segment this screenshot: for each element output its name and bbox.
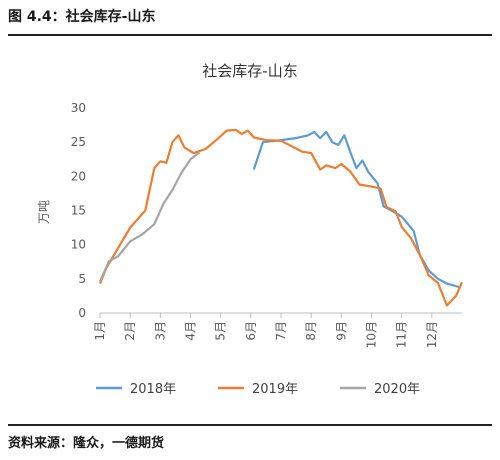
legend-label: 2020年 [374,382,420,397]
series-lines [98,128,464,307]
y-axis-label: 万吨 [37,200,51,224]
legend: 2018年 2019年 2020年 [96,382,420,397]
x-axis-ticks: 1月 2月 3月 4月 5月 6月 7月 8月 9月 10月 11月 12月 [93,313,439,348]
x-tick-label: 5月 [214,321,228,341]
y-tick-label: 5 [78,272,86,286]
series-line-1 [252,130,460,289]
source-note: 资料来源：隆众，一德期货 [8,436,165,451]
y-tick-label: 10 [71,238,86,252]
chart-area: 社会库存-山东 万吨 0 5 10 15 20 25 30 1月 2月 3月 4月 5月 6月 7月 8月… [37,62,464,397]
legend-label: 2018年 [130,382,176,397]
y-tick-label: 0 [78,306,86,320]
x-tick-label: 3月 [153,321,167,341]
x-tick-label: 12月 [425,321,439,348]
x-tick-label: 8月 [304,321,318,341]
y-tick-label: 25 [71,135,86,149]
y-axis-ticks: 0 5 10 15 20 25 30 [71,101,86,320]
y-tick-label: 20 [71,169,86,183]
y-tick-label: 15 [71,204,86,218]
y-tick-label: 30 [71,101,86,115]
x-tick-label: 2月 [123,321,137,341]
x-tick-label: 11月 [395,321,409,348]
series-line-2 [98,128,464,307]
bottom-divider [8,424,492,426]
x-tick-label: 6月 [244,321,258,341]
x-tick-label: 9月 [334,321,348,341]
top-divider [8,34,492,36]
x-tick-label: 4月 [184,321,198,341]
series-line-3 [98,151,201,283]
legend-label: 2019年 [252,382,298,397]
figure-caption: 图 4.4：社会库存-山东 [8,9,156,25]
x-tick-label: 10月 [365,321,379,348]
chart-title: 社会库存-山东 [202,62,297,80]
x-tick-label: 1月 [93,321,107,341]
x-tick-label: 7月 [274,321,288,341]
